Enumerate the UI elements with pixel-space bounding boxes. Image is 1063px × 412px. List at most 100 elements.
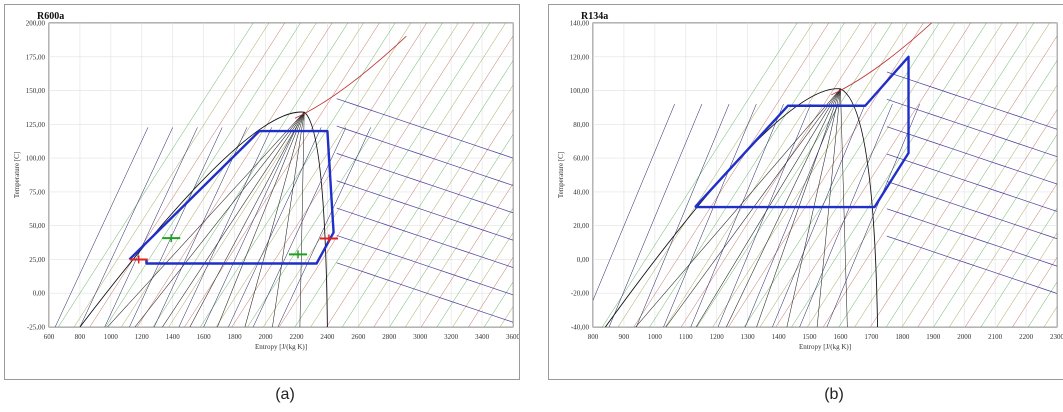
isobar-line — [1012, 257, 1057, 327]
x-tick-label: 3200 — [444, 333, 459, 341]
x-tick-label: 3000 — [413, 333, 428, 341]
x-tick-label: 1300 — [741, 333, 756, 341]
quality-cross-line — [593, 103, 675, 301]
x-axis-label: Entropy [J/(kg K)] — [799, 343, 851, 351]
quality-cross-line — [153, 127, 248, 327]
quality-line — [189, 112, 305, 327]
isobar-line — [775, 23, 971, 327]
chart-title: R134a — [581, 11, 608, 22]
y-tick-label: 50,00 — [29, 222, 45, 230]
x-tick-label: 1000 — [104, 333, 119, 341]
enthalpy-line — [886, 71, 1057, 130]
quality-line — [217, 112, 305, 327]
enthalpy-line — [336, 125, 513, 186]
y-tick-label: 75,00 — [29, 188, 45, 196]
x-tick-label: 1400 — [166, 333, 181, 341]
enthalpy-line — [336, 180, 513, 241]
y-tick-label: 175,00 — [26, 53, 46, 61]
isobar-line — [901, 84, 1057, 327]
isobar-line — [73, 23, 270, 327]
isobar-line — [200, 23, 396, 327]
isobar-line — [980, 207, 1057, 327]
enthalpy-line — [886, 99, 1057, 158]
y-tick-label: 100,00 — [570, 87, 590, 95]
quality-cross-line — [744, 103, 839, 327]
enthalpy-line — [886, 181, 1057, 240]
isobar-line — [807, 23, 1003, 327]
quality-cross-line — [104, 127, 198, 327]
quality-cross-line — [203, 127, 297, 327]
x-tick-label: 1800 — [895, 333, 910, 341]
x-tick-label: 1600 — [833, 333, 848, 341]
x-tick-label: 800 — [75, 333, 86, 341]
y-tick-label: -20,00 — [571, 290, 590, 298]
isobar-line — [294, 23, 491, 327]
isobar-line — [633, 23, 829, 327]
cycle-series-0 — [694, 55, 910, 209]
x-tick-label: 1900 — [926, 333, 941, 341]
x-tick-label: 2800 — [382, 333, 397, 341]
x-tick-label: 2000 — [957, 333, 972, 341]
x-tick-label: 1700 — [864, 333, 879, 341]
isobar-line — [310, 23, 506, 327]
y-tick-label: -40,00 — [571, 324, 590, 332]
y-tick-label: 40,00 — [573, 188, 589, 196]
isobar-line — [105, 23, 301, 327]
y-tick-label: 20,00 — [573, 222, 589, 230]
enthalpy-line — [336, 207, 513, 268]
y-tick-label: 120,00 — [570, 53, 590, 61]
x-tick-label: 900 — [619, 333, 630, 341]
isobar-line — [373, 109, 513, 327]
enthalpy-line — [886, 126, 1057, 185]
y-tick-label: 125,00 — [26, 121, 46, 129]
isochore-line — [294, 35, 407, 119]
plot-area — [592, 22, 1058, 328]
isobar-line — [854, 23, 1050, 327]
isobar-line — [152, 23, 349, 327]
x-tick-label: 2200 — [1019, 333, 1034, 341]
y-tick-label: 0,00 — [33, 290, 46, 298]
enthalpy-line — [886, 235, 1057, 294]
quality-cross-line — [608, 103, 703, 327]
isobar-line — [278, 23, 475, 327]
isobar-line — [917, 109, 1057, 327]
y-tick-label: -25,00 — [27, 324, 46, 332]
quality-cross-line — [79, 127, 173, 327]
x-tick-label: 1200 — [135, 333, 150, 341]
enthalpy-line — [886, 208, 1057, 267]
x-tick-label: 2600 — [351, 333, 366, 341]
cycle-series-0 — [128, 129, 335, 265]
y-tick-label: 140,00 — [570, 20, 590, 28]
x-tick-label: 3600 — [506, 333, 519, 341]
x-tick-label: 2100 — [988, 333, 1003, 341]
isobar-line — [744, 23, 940, 327]
y-tick-label: 0,00 — [577, 256, 590, 264]
isobar-line — [263, 23, 459, 327]
quality-line — [134, 112, 305, 327]
x-tick-label: 1800 — [228, 333, 243, 341]
x-tick-label: 1200 — [710, 333, 725, 341]
enthalpy-line — [336, 153, 513, 214]
enthalpy-line — [886, 153, 1057, 212]
quality-line — [272, 112, 305, 327]
caption-b: (b) — [824, 386, 844, 403]
isobar-line — [791, 23, 987, 327]
x-tick-label: 2300 — [1050, 333, 1063, 341]
y-tick-label: 60,00 — [573, 155, 589, 163]
quality-cross-line — [178, 127, 272, 327]
isobar-line — [964, 183, 1057, 327]
chart-title: R600a — [37, 11, 64, 22]
x-tick-label: 3400 — [475, 333, 490, 341]
quality-line — [107, 111, 305, 327]
quality-cross-line — [717, 103, 812, 327]
isobar-line — [58, 23, 254, 327]
x-axis-label: Entropy [J/(kg K)] — [255, 343, 307, 351]
x-tick-label: 1500 — [803, 333, 818, 341]
isobar-line — [136, 23, 333, 327]
isobar-line — [886, 60, 1057, 327]
isobar-line — [468, 257, 513, 327]
isobar-line — [949, 158, 1057, 327]
saturation-dome — [79, 111, 328, 327]
isobar-line — [617, 23, 814, 327]
enthalpy-line — [336, 98, 513, 159]
